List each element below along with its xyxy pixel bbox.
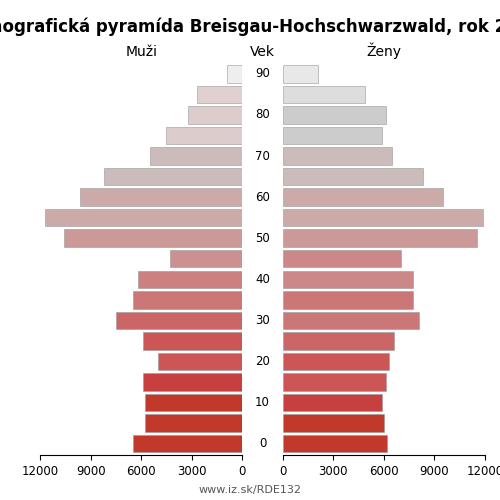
Bar	[282, 86, 366, 103]
Text: 50: 50	[255, 232, 270, 244]
Text: www.iz.sk/RDE132: www.iz.sk/RDE132	[198, 485, 302, 495]
Bar	[138, 270, 242, 288]
Bar	[282, 414, 384, 432]
Bar	[144, 414, 242, 432]
Bar	[282, 230, 476, 247]
Bar	[197, 86, 242, 103]
Text: 40: 40	[255, 273, 270, 286]
Bar	[282, 353, 389, 370]
Bar	[282, 312, 420, 329]
Bar	[144, 394, 242, 411]
Text: Muži: Muži	[125, 44, 157, 59]
Bar	[282, 65, 318, 82]
Bar	[282, 168, 422, 186]
Bar	[227, 65, 242, 82]
Bar	[282, 394, 382, 411]
Bar	[282, 126, 382, 144]
Bar	[282, 209, 484, 226]
Bar	[282, 270, 412, 288]
Bar	[282, 332, 394, 349]
Bar	[132, 435, 242, 452]
Bar	[150, 148, 242, 164]
Bar	[282, 188, 443, 206]
Bar	[132, 291, 242, 308]
Bar	[170, 250, 242, 268]
Bar	[45, 209, 242, 226]
Bar	[282, 291, 412, 308]
Bar	[158, 353, 242, 370]
Text: 70: 70	[255, 150, 270, 162]
Bar	[143, 374, 242, 391]
Text: 60: 60	[255, 190, 270, 203]
Bar	[166, 126, 242, 144]
Text: 20: 20	[255, 355, 270, 368]
Text: 30: 30	[255, 314, 270, 327]
Text: 90: 90	[255, 68, 270, 80]
Text: 10: 10	[255, 396, 270, 409]
Bar	[116, 312, 242, 329]
Text: Ženy: Ženy	[366, 42, 402, 58]
Bar	[282, 435, 387, 452]
Bar	[104, 168, 242, 186]
Text: Vek: Vek	[250, 44, 275, 59]
Bar	[188, 106, 242, 124]
Text: 80: 80	[255, 108, 270, 122]
Bar	[282, 374, 386, 391]
Bar	[282, 250, 401, 268]
Bar	[282, 148, 393, 164]
Text: Demografická pyramída Breisgau-Hochschwarzwald, rok 2022: Demografická pyramída Breisgau-Hochschwa…	[0, 18, 500, 36]
Text: 0: 0	[259, 437, 266, 450]
Bar	[143, 332, 242, 349]
Bar	[80, 188, 242, 206]
Bar	[282, 106, 386, 124]
Bar	[64, 230, 242, 247]
